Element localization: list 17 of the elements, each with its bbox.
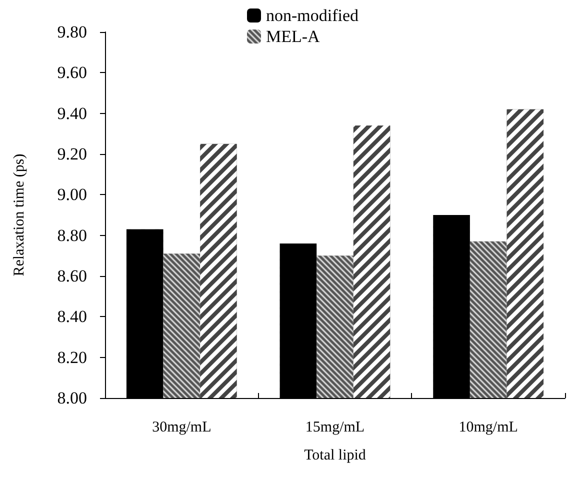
- x-axis-title: Total lipid: [304, 448, 366, 464]
- y-tick-label: 9.00: [57, 185, 87, 204]
- y-tick-label: 8.20: [57, 348, 87, 367]
- x-tick-label: 30mg/mL: [152, 420, 212, 436]
- y-tick-label: 9.60: [57, 63, 87, 82]
- y-tick-label: 8.40: [57, 307, 87, 326]
- legend-label: MEL-A: [266, 27, 321, 46]
- y-tick-label: 9.20: [57, 144, 87, 164]
- legend-label: non-modified: [266, 6, 360, 25]
- x-tick-label: 15mg/mL: [305, 420, 365, 436]
- y-tick-label: 8.60: [57, 266, 87, 286]
- y-tick-label: 8.80: [57, 226, 87, 245]
- y-axis-title: Relaxation time (ps): [12, 154, 28, 276]
- y-tick-label: 8.00: [57, 388, 87, 408]
- y-tick-label: 9.40: [57, 104, 87, 123]
- y-tick-label: 9.80: [57, 22, 87, 42]
- x-tick-label: 10mg/mL: [458, 420, 518, 436]
